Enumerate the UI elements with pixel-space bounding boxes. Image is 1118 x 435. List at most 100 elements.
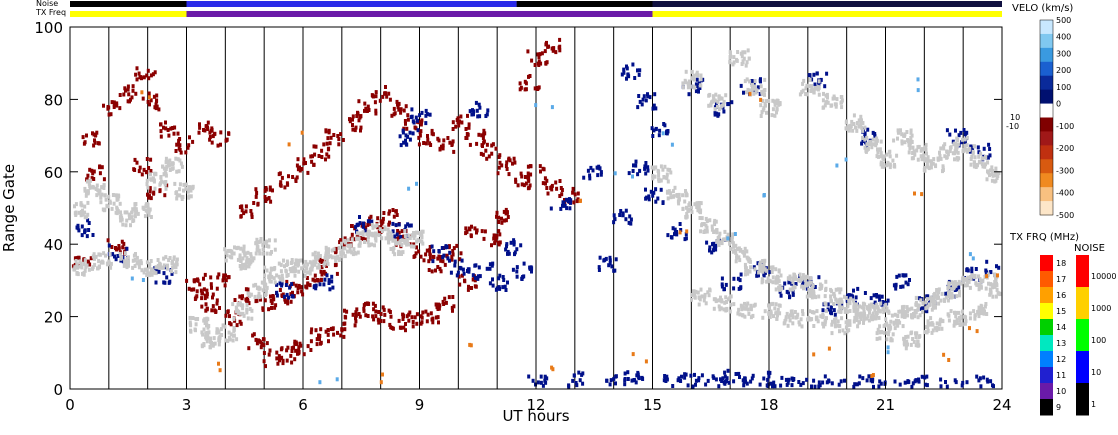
cell-2-78-1 (997, 171, 1001, 176)
cell-2-4-25 (134, 207, 138, 212)
cell-3-0-1 (140, 90, 144, 95)
cell-2-0-25 (83, 215, 87, 220)
cell-2-28-9 (238, 253, 242, 258)
cell-2-75-16 (942, 144, 945, 149)
cell-1-66-10 (986, 155, 990, 160)
cell-2-80-23 (708, 92, 712, 97)
cell-0-21-7 (424, 309, 428, 314)
cell-2-33-21 (696, 208, 700, 213)
cell-0-59-11 (401, 234, 405, 239)
cell-2-7-23 (184, 182, 188, 187)
cell-0-70-7 (122, 241, 126, 246)
cell-2-40-18 (801, 273, 805, 278)
cell-0-13-11 (297, 349, 301, 354)
cell-2-61-17 (859, 311, 863, 316)
cell-1-8-6 (453, 263, 457, 268)
cell-0-61-10 (437, 254, 441, 259)
cell-2-24-4 (370, 242, 373, 247)
cell-2-48-8 (919, 298, 923, 303)
cell-2-49-25 (932, 293, 936, 297)
cell-2-43-3 (843, 294, 846, 299)
cell-0-68-8 (219, 142, 222, 147)
cell-2-64-21 (938, 322, 941, 327)
cell-2-59-18 (812, 324, 816, 328)
cell-0-5-3 (176, 131, 180, 136)
cell-2-75-20 (948, 146, 952, 150)
cell-0-58-11 (394, 209, 398, 214)
cell-0-73-6 (144, 170, 148, 175)
cell-2-83-1 (771, 107, 775, 112)
noise-colorbar-swatches (1076, 255, 1089, 416)
cell-1-26-9 (801, 281, 805, 286)
cell-2-15-15 (217, 336, 221, 341)
cell-2-72-23 (907, 139, 910, 144)
cell-2-56-24 (753, 302, 757, 307)
cell-0-39-11 (456, 120, 460, 125)
cell-0-65-8 (544, 42, 548, 47)
cell-2-72-21 (892, 138, 896, 143)
cell-2-37-2 (748, 269, 752, 274)
cell-2-79-24 (693, 85, 697, 90)
cell-2-5-17 (149, 172, 152, 177)
cell-0-28-11 (287, 174, 290, 179)
cell-2-22-21 (334, 255, 337, 260)
cell-2-3-24 (114, 210, 118, 215)
cell-0-59-3 (396, 238, 400, 243)
cell-0-41-13 (485, 156, 489, 161)
cell-2-72-1 (900, 132, 904, 137)
cell-2-3-19 (116, 209, 120, 214)
cell-2-73-4 (922, 153, 926, 158)
cell-1-2-1 (165, 275, 169, 280)
cell-0-67-1 (206, 120, 210, 125)
cell-0-24-6 (483, 229, 487, 234)
txfreq-segment-0 (70, 11, 187, 17)
cell-0-52-11 (300, 289, 304, 294)
cell-2-54-9 (704, 301, 708, 306)
cell-2-81-14 (735, 58, 739, 63)
cell-1-53-1 (567, 384, 571, 389)
cell-2-47-16 (913, 314, 917, 319)
cell-2-33-12 (697, 201, 701, 205)
cell-2-71-2 (888, 165, 892, 170)
noise-swatch-4 (1076, 383, 1089, 416)
cell-2-72-20 (902, 133, 906, 138)
cell-2-41-14 (812, 289, 816, 294)
cell-2-41-24 (810, 295, 814, 300)
cell-0-25-8 (495, 210, 499, 215)
cell-1-21-8 (714, 243, 718, 248)
cell-2-83-3 (762, 106, 766, 111)
cell-0-7-5 (202, 287, 206, 292)
cell-2-45-19 (875, 311, 879, 315)
cell-2-52-25 (978, 277, 982, 282)
cell-2-21-1 (309, 266, 313, 271)
cell-0-26-8 (239, 214, 243, 219)
cell-0-23-3 (471, 277, 475, 282)
cell-2-2-5 (110, 206, 114, 211)
cell-0-64-9 (536, 52, 540, 57)
cell-2-35-19 (731, 232, 735, 237)
txfreq-tick-9: 9 (1056, 403, 1061, 412)
cell-2-50-19 (958, 293, 961, 298)
cell-2-51-23 (972, 275, 976, 280)
cell-0-29-11 (310, 159, 314, 164)
cell-0-54-12 (319, 259, 322, 264)
cell-3-10-0 (812, 352, 816, 357)
cell-2-0-24 (74, 211, 78, 216)
cell-2-58-4 (801, 312, 805, 317)
cell-2-30-16 (264, 240, 268, 245)
cell-1-60-13 (626, 72, 630, 77)
cell-1-14-3 (595, 165, 599, 170)
cell-2-20-5 (293, 266, 297, 271)
cell-2-12-4 (167, 258, 171, 263)
cell-2-82-17 (752, 91, 756, 96)
cell-2-52-9 (981, 278, 985, 283)
cell-1-41-10 (790, 383, 794, 388)
cell-1-6-13 (395, 232, 399, 237)
cell-1-52-12 (541, 383, 545, 388)
cell-0-68-4 (216, 143, 220, 148)
cell-0-22-5 (451, 308, 454, 313)
cell-1-63-0 (812, 72, 816, 77)
cell-2-9-3 (93, 262, 97, 267)
cell-2-59-22 (824, 318, 828, 323)
cell-2-77-11 (980, 162, 984, 167)
